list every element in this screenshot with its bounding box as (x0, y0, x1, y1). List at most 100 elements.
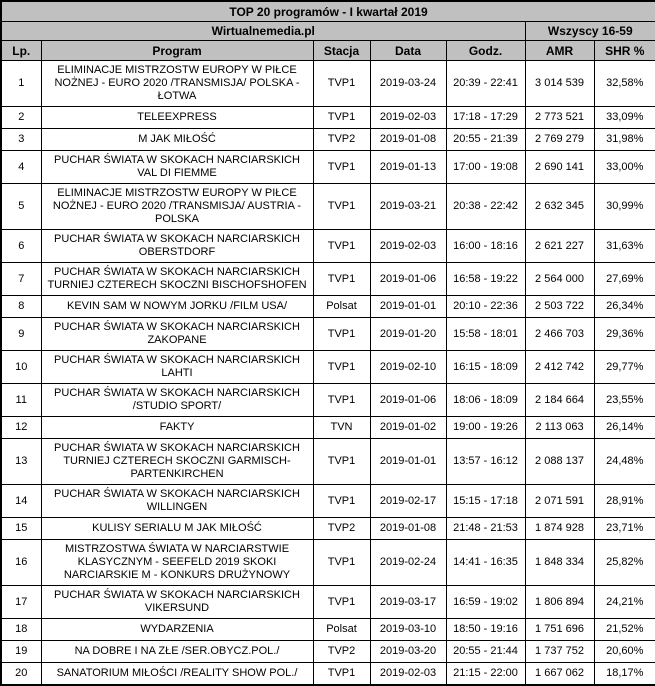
cell-lp: 16 (0, 539, 42, 586)
cell-shr: 21,52% (593, 618, 655, 641)
cell-amr: 2 769 279 (524, 128, 595, 151)
column-header-godz: Godz. (445, 40, 526, 61)
cell-lp: 11 (0, 383, 42, 417)
cell-data: 2019-03-24 (369, 60, 447, 107)
table-row: 2 TELEEXPRESS TVP1 2019-02-03 17:18 - 17:29 2… (0, 106, 655, 129)
cell-program: ELIMINACJE MISTRZOSTW EUROPY W PIŁCE NOŻ… (40, 60, 314, 107)
cell-amr: 1 874 928 (524, 517, 595, 540)
cell-lp: 19 (0, 640, 42, 663)
cell-program: TELEEXPRESS (40, 106, 314, 129)
cell-lp: 18 (0, 618, 42, 641)
table-row: 4 PUCHAR ŚWIATA W SKOKACH NARCIARSKICH VA… (0, 150, 655, 184)
table-row: 13 PUCHAR ŚWIATA W SKOKACH NARCIARSKICH T… (0, 438, 655, 485)
column-header-lp: Lp. (0, 40, 42, 61)
table-row: 20 SANATORIUM MIŁOŚCI /REALITY SHOW POL./… (0, 662, 655, 686)
table-row: 9 PUCHAR ŚWIATA W SKOKACH NARCIARSKICH ZA… (0, 317, 655, 351)
cell-lp: 2 (0, 106, 42, 129)
cell-stacja: TVP2 (312, 517, 371, 540)
cell-shr: 20,60% (593, 640, 655, 663)
column-header-row: Lp. Program Stacja Data Godz. AMR SHR % (0, 40, 655, 61)
cell-stacja: Polsat (312, 618, 371, 641)
table-row: 17 PUCHAR ŚWIATA W SKOKACH NARCIARSKICH V… (0, 585, 655, 619)
cell-stacja: TVP1 (312, 229, 371, 263)
cell-shr: 33,00% (593, 150, 655, 184)
table-row: 6 PUCHAR ŚWIATA W SKOKACH NARCIARSKICH OB… (0, 229, 655, 263)
cell-lp: 20 (0, 662, 42, 686)
cell-program: PUCHAR ŚWIATA W SKOKACH NARCIARSKICH VAL… (40, 150, 314, 184)
cell-godz: 20:55 - 21:39 (445, 128, 526, 151)
cell-program: PUCHAR ŚWIATA W SKOKACH NARCIARSKICH ZAK… (40, 317, 314, 351)
cell-stacja: TVP1 (312, 350, 371, 384)
cell-godz: 20:39 - 22:41 (445, 60, 526, 107)
cell-stacja: TVP2 (312, 128, 371, 151)
cell-stacja: TVP1 (312, 484, 371, 518)
cell-lp: 13 (0, 438, 42, 485)
cell-shr: 32,58% (593, 60, 655, 107)
cell-amr: 2 184 664 (524, 383, 595, 417)
cell-data: 2019-01-08 (369, 517, 447, 540)
cell-amr: 2 632 345 (524, 183, 595, 230)
cell-data: 2019-02-24 (369, 539, 447, 586)
cell-godz: 16:58 - 19:22 (445, 262, 526, 296)
column-header-amr: AMR (524, 40, 595, 61)
table-row: 15 KULISY SERIALU M JAK MIŁOŚĆ TVP2 2019-01… (0, 517, 655, 540)
cell-stacja: Polsat (312, 295, 371, 318)
cell-stacja: TVP1 (312, 317, 371, 351)
cell-shr: 24,21% (593, 585, 655, 619)
cell-program: PUCHAR ŚWIATA W SKOKACH NARCIARSKICH LAH… (40, 350, 314, 384)
cell-data: 2019-02-10 (369, 350, 447, 384)
title-row: TOP 20 programów - I kwartał 2019 (0, 0, 655, 22)
column-header-shr: SHR % (593, 40, 655, 61)
cell-godz: 17:18 - 17:29 (445, 106, 526, 129)
table-row: 7 PUCHAR ŚWIATA W SKOKACH NARCIARSKICH TU… (0, 262, 655, 296)
source-row: Wirtualnemedia.pl Wszyscy 16-59 (0, 21, 655, 41)
cell-stacja: TVP1 (312, 60, 371, 107)
cell-lp: 14 (0, 484, 42, 518)
cell-shr: 31,63% (593, 229, 655, 263)
cell-lp: 8 (0, 295, 42, 318)
cell-stacja: TVP1 (312, 662, 371, 686)
cell-amr: 1 667 062 (524, 662, 595, 686)
source-label: Wirtualnemedia.pl (0, 21, 526, 41)
cell-shr: 23,55% (593, 383, 655, 417)
cell-shr: 26,14% (593, 416, 655, 439)
cell-data: 2019-02-03 (369, 106, 447, 129)
cell-data: 2019-01-13 (369, 150, 447, 184)
cell-lp: 10 (0, 350, 42, 384)
table-body: 1 ELIMINACJE MISTRZOSTW EUROPY W PIŁCE NO… (0, 60, 655, 686)
cell-program: KULISY SERIALU M JAK MIŁOŚĆ (40, 517, 314, 540)
cell-data: 2019-02-03 (369, 662, 447, 686)
cell-shr: 18,17% (593, 662, 655, 686)
cell-stacja: TVP1 (312, 585, 371, 619)
cell-shr: 23,71% (593, 517, 655, 540)
cell-lp: 17 (0, 585, 42, 619)
cell-program: ELIMINACJE MISTRZOSTW EUROPY W PIŁCE NOŻ… (40, 183, 314, 230)
cell-amr: 2 621 227 (524, 229, 595, 263)
table-row: 19 NA DOBRE I NA ZŁE /SER.OBYCZ.POL./TVP2… (0, 640, 655, 663)
cell-data: 2019-03-17 (369, 585, 447, 619)
cell-amr: 2 690 141 (524, 150, 595, 184)
table-row: 1 ELIMINACJE MISTRZOSTW EUROPY W PIŁCE NO… (0, 60, 655, 107)
table-title: TOP 20 programów - I kwartał 2019 (0, 0, 655, 22)
cell-amr: 1 806 894 (524, 585, 595, 619)
demographic-label: Wszyscy 16-59 (524, 21, 655, 41)
table-row: 5 ELIMINACJE MISTRZOSTW EUROPY W PIŁCE NO… (0, 183, 655, 230)
cell-godz: 19:00 - 19:26 (445, 416, 526, 439)
cell-godz: 17:00 - 19:08 (445, 150, 526, 184)
cell-stacja: TVP1 (312, 262, 371, 296)
cell-shr: 27,69% (593, 262, 655, 296)
table-row: 8 KEVIN SAM W NOWYM JORKU /FILM USA/Polsa… (0, 295, 655, 318)
cell-stacja: TVP2 (312, 640, 371, 663)
cell-data: 2019-03-10 (369, 618, 447, 641)
cell-lp: 15 (0, 517, 42, 540)
cell-godz: 21:48 - 21:53 (445, 517, 526, 540)
cell-data: 2019-01-01 (369, 438, 447, 485)
cell-godz: 18:50 - 19:16 (445, 618, 526, 641)
cell-data: 2019-02-17 (369, 484, 447, 518)
cell-shr: 30,99% (593, 183, 655, 230)
cell-program: PUCHAR ŚWIATA W SKOKACH NARCIARSKICH OBE… (40, 229, 314, 263)
cell-data: 2019-02-03 (369, 229, 447, 263)
